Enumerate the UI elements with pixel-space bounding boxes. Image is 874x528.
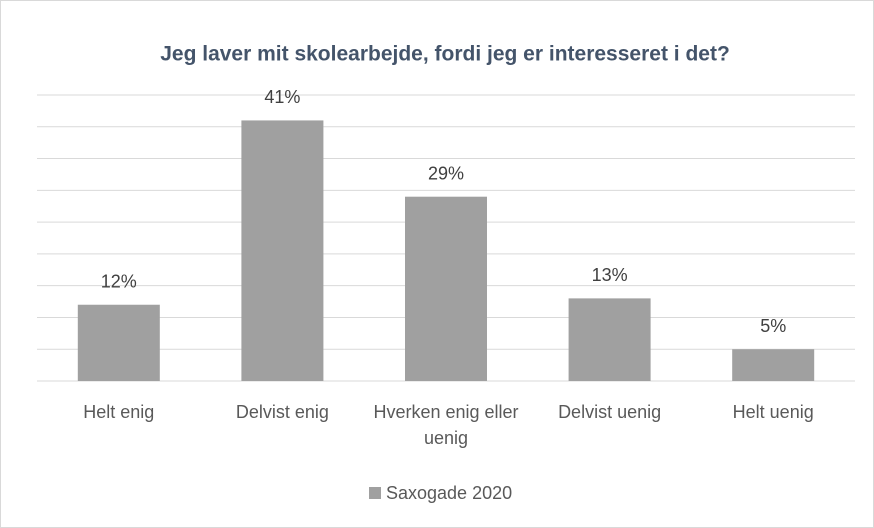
bar [405,196,487,381]
x-tick-label: Delvist enig [235,402,329,422]
data-label: 5% [760,316,786,336]
chart-title: Jeg laver mit skolearbejde, fordi jeg er… [160,43,730,66]
x-tick-label: Helt uenig [732,402,814,422]
x-tick-label: Helt enig [83,402,155,422]
x-tick-label: Delvist uenig [558,402,662,422]
legend-swatch [369,487,381,499]
legend-label: Saxogade 2020 [386,483,512,503]
data-label: 13% [592,265,628,285]
legend-item: Saxogade 2020 [369,483,512,503]
bar [241,120,324,381]
bar [568,298,651,381]
bar [77,304,160,381]
bar [732,349,815,381]
data-label: 12% [101,271,137,291]
x-tick-label: Hverken enig eller uenig [373,402,519,448]
data-label: 29% [428,163,464,183]
data-label: 41% [264,87,300,107]
